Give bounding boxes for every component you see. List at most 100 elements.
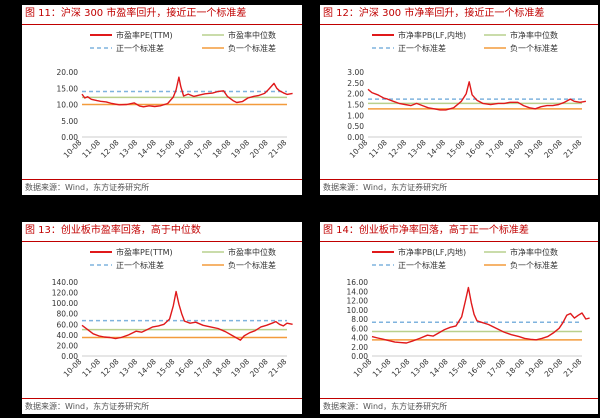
x-tick-label: 17-08	[484, 138, 506, 160]
x-tick-label: 20-08	[248, 357, 270, 379]
legend-label: 市盈率中位数	[228, 30, 276, 40]
y-tick-label: 60.00	[57, 320, 79, 329]
title-divider	[320, 24, 598, 25]
title-divider	[22, 241, 302, 242]
series-line	[81, 76, 293, 108]
x-tick-label: 16-08	[466, 357, 488, 379]
x-tick-label: 12-08	[387, 138, 409, 160]
x-tick-label: 13-08	[118, 138, 140, 160]
data-source: 数据来源：Wind，东方证券研究所	[25, 183, 150, 192]
y-tick-label: 120.00	[52, 289, 78, 298]
y-tick-label: 2.50	[347, 79, 364, 88]
y-tick-label: 8.00	[351, 315, 368, 324]
y-tick-label: 2.00	[347, 90, 364, 99]
x-tick-label: 19-08	[523, 357, 545, 379]
title-divider	[320, 241, 598, 242]
legend-label: 负一个标准差	[510, 260, 558, 270]
x-tick-label: 11-08	[371, 357, 393, 379]
y-tick-label: 2.00	[351, 343, 368, 352]
x-tick-label: 18-08	[503, 138, 525, 160]
y-tick-label: 0.00	[347, 133, 364, 142]
x-tick-label: 15-08	[155, 138, 177, 160]
y-tick-label: 5.00	[61, 117, 78, 126]
x-tick-label: 17-08	[192, 357, 214, 379]
legend-label: 市盈率中位数	[228, 247, 276, 257]
data-source: 数据来源：Wind，东方证券研究所	[25, 402, 150, 411]
legend-label: 市净率PB(LF,内地)	[398, 247, 466, 257]
x-tick-label: 15-08	[155, 357, 177, 379]
legend-label: 负一个标准差	[510, 43, 558, 53]
x-tick-label: 20-08	[543, 357, 565, 379]
x-tick-label: 13-08	[118, 357, 140, 379]
x-tick-label: 19-08	[523, 138, 545, 160]
y-tick-label: 14.00	[347, 287, 369, 296]
x-tick-label: 19-08	[229, 357, 251, 379]
x-tick-label: 21-08	[562, 138, 584, 160]
chart-title: 图 12：沪深 300 市净率回升，接近正一个标准差	[323, 8, 545, 19]
y-tick-label: 10.00	[347, 306, 369, 315]
x-tick-label: 18-08	[504, 357, 526, 379]
legend-label: 负一个标准差	[228, 43, 276, 53]
x-tick-label: 14-08	[428, 357, 450, 379]
x-tick-label: 14-08	[425, 138, 447, 160]
y-tick-label: 3.00	[347, 68, 364, 77]
data-source: 数据来源：Wind，东方证券研究所	[323, 402, 448, 411]
y-tick-label: 0.00	[61, 133, 78, 142]
series-line	[371, 286, 590, 344]
y-tick-label: 0.00	[351, 352, 368, 361]
x-tick-label: 21-08	[267, 138, 289, 160]
source-divider	[22, 398, 302, 399]
y-tick-label: 15.00	[57, 84, 79, 93]
series-line	[367, 81, 587, 111]
x-tick-label: 13-08	[409, 357, 431, 379]
chart-title: 图 14：创业板市净率回落，高于正一个标准差	[323, 225, 529, 236]
y-tick-label: 10.00	[57, 101, 79, 110]
x-tick-label: 14-08	[136, 138, 158, 160]
y-tick-label: 100.00	[52, 299, 78, 308]
x-tick-label: 21-08	[562, 357, 584, 379]
legend-label: 正一个标准差	[116, 260, 164, 270]
y-tick-label: 0.00	[61, 352, 78, 361]
x-tick-label: 15-08	[445, 138, 467, 160]
y-tick-label: 12.00	[347, 297, 369, 306]
x-tick-label: 16-08	[464, 138, 486, 160]
title-divider	[22, 24, 302, 25]
y-tick-label: 16.00	[347, 278, 369, 287]
x-tick-label: 11-08	[80, 138, 102, 160]
legend-label: 市盈率PE(TTM)	[116, 247, 173, 257]
y-tick-label: 1.50	[347, 101, 364, 110]
chart-title: 图 13：创业板市盈率回落，高于中位数	[25, 225, 201, 236]
y-tick-label: 20.00	[57, 68, 79, 77]
x-tick-label: 11-08	[80, 357, 102, 379]
x-tick-label: 12-08	[99, 138, 121, 160]
legend-label: 正一个标准差	[398, 260, 446, 270]
series-line	[81, 290, 293, 341]
x-tick-label: 17-08	[192, 138, 214, 160]
legend-label: 正一个标准差	[398, 43, 446, 53]
x-tick-label: 21-08	[267, 357, 289, 379]
y-tick-label: 140.00	[52, 278, 78, 287]
x-tick-label: 11-08	[367, 138, 389, 160]
x-tick-label: 14-08	[136, 357, 158, 379]
x-tick-label: 13-08	[406, 138, 428, 160]
chart-panel-12: 图 12：沪深 300 市净率回升，接近正一个标准差 市净率PB(LF,内地) 市…	[320, 5, 598, 195]
y-tick-label: 80.00	[57, 310, 79, 319]
chart-panel-13: 图 13：创业板市盈率回落，高于中位数 市盈率PE(TTM) 市盈率中位数正一个标…	[22, 222, 302, 414]
x-tick-label: 12-08	[390, 357, 412, 379]
legend-label: 正一个标准差	[116, 43, 164, 53]
x-tick-label: 17-08	[485, 357, 507, 379]
data-source: 数据来源：Wind，东方证券研究所	[323, 183, 448, 192]
legend-label: 市净率中位数	[510, 30, 558, 40]
legend-label: 市净率中位数	[510, 247, 558, 257]
x-tick-label: 12-08	[99, 357, 121, 379]
x-tick-label: 18-08	[211, 357, 233, 379]
chart-panel-11: 图 11：沪深 300 市盈率回升，接近正一个标准差 市盈率PE(TTM) 市盈率…	[22, 5, 302, 195]
y-tick-label: 0.50	[347, 122, 364, 131]
legend-label: 市盈率PE(TTM)	[116, 30, 173, 40]
source-divider	[320, 179, 598, 180]
x-tick-label: 20-08	[248, 138, 270, 160]
source-divider	[320, 398, 598, 399]
